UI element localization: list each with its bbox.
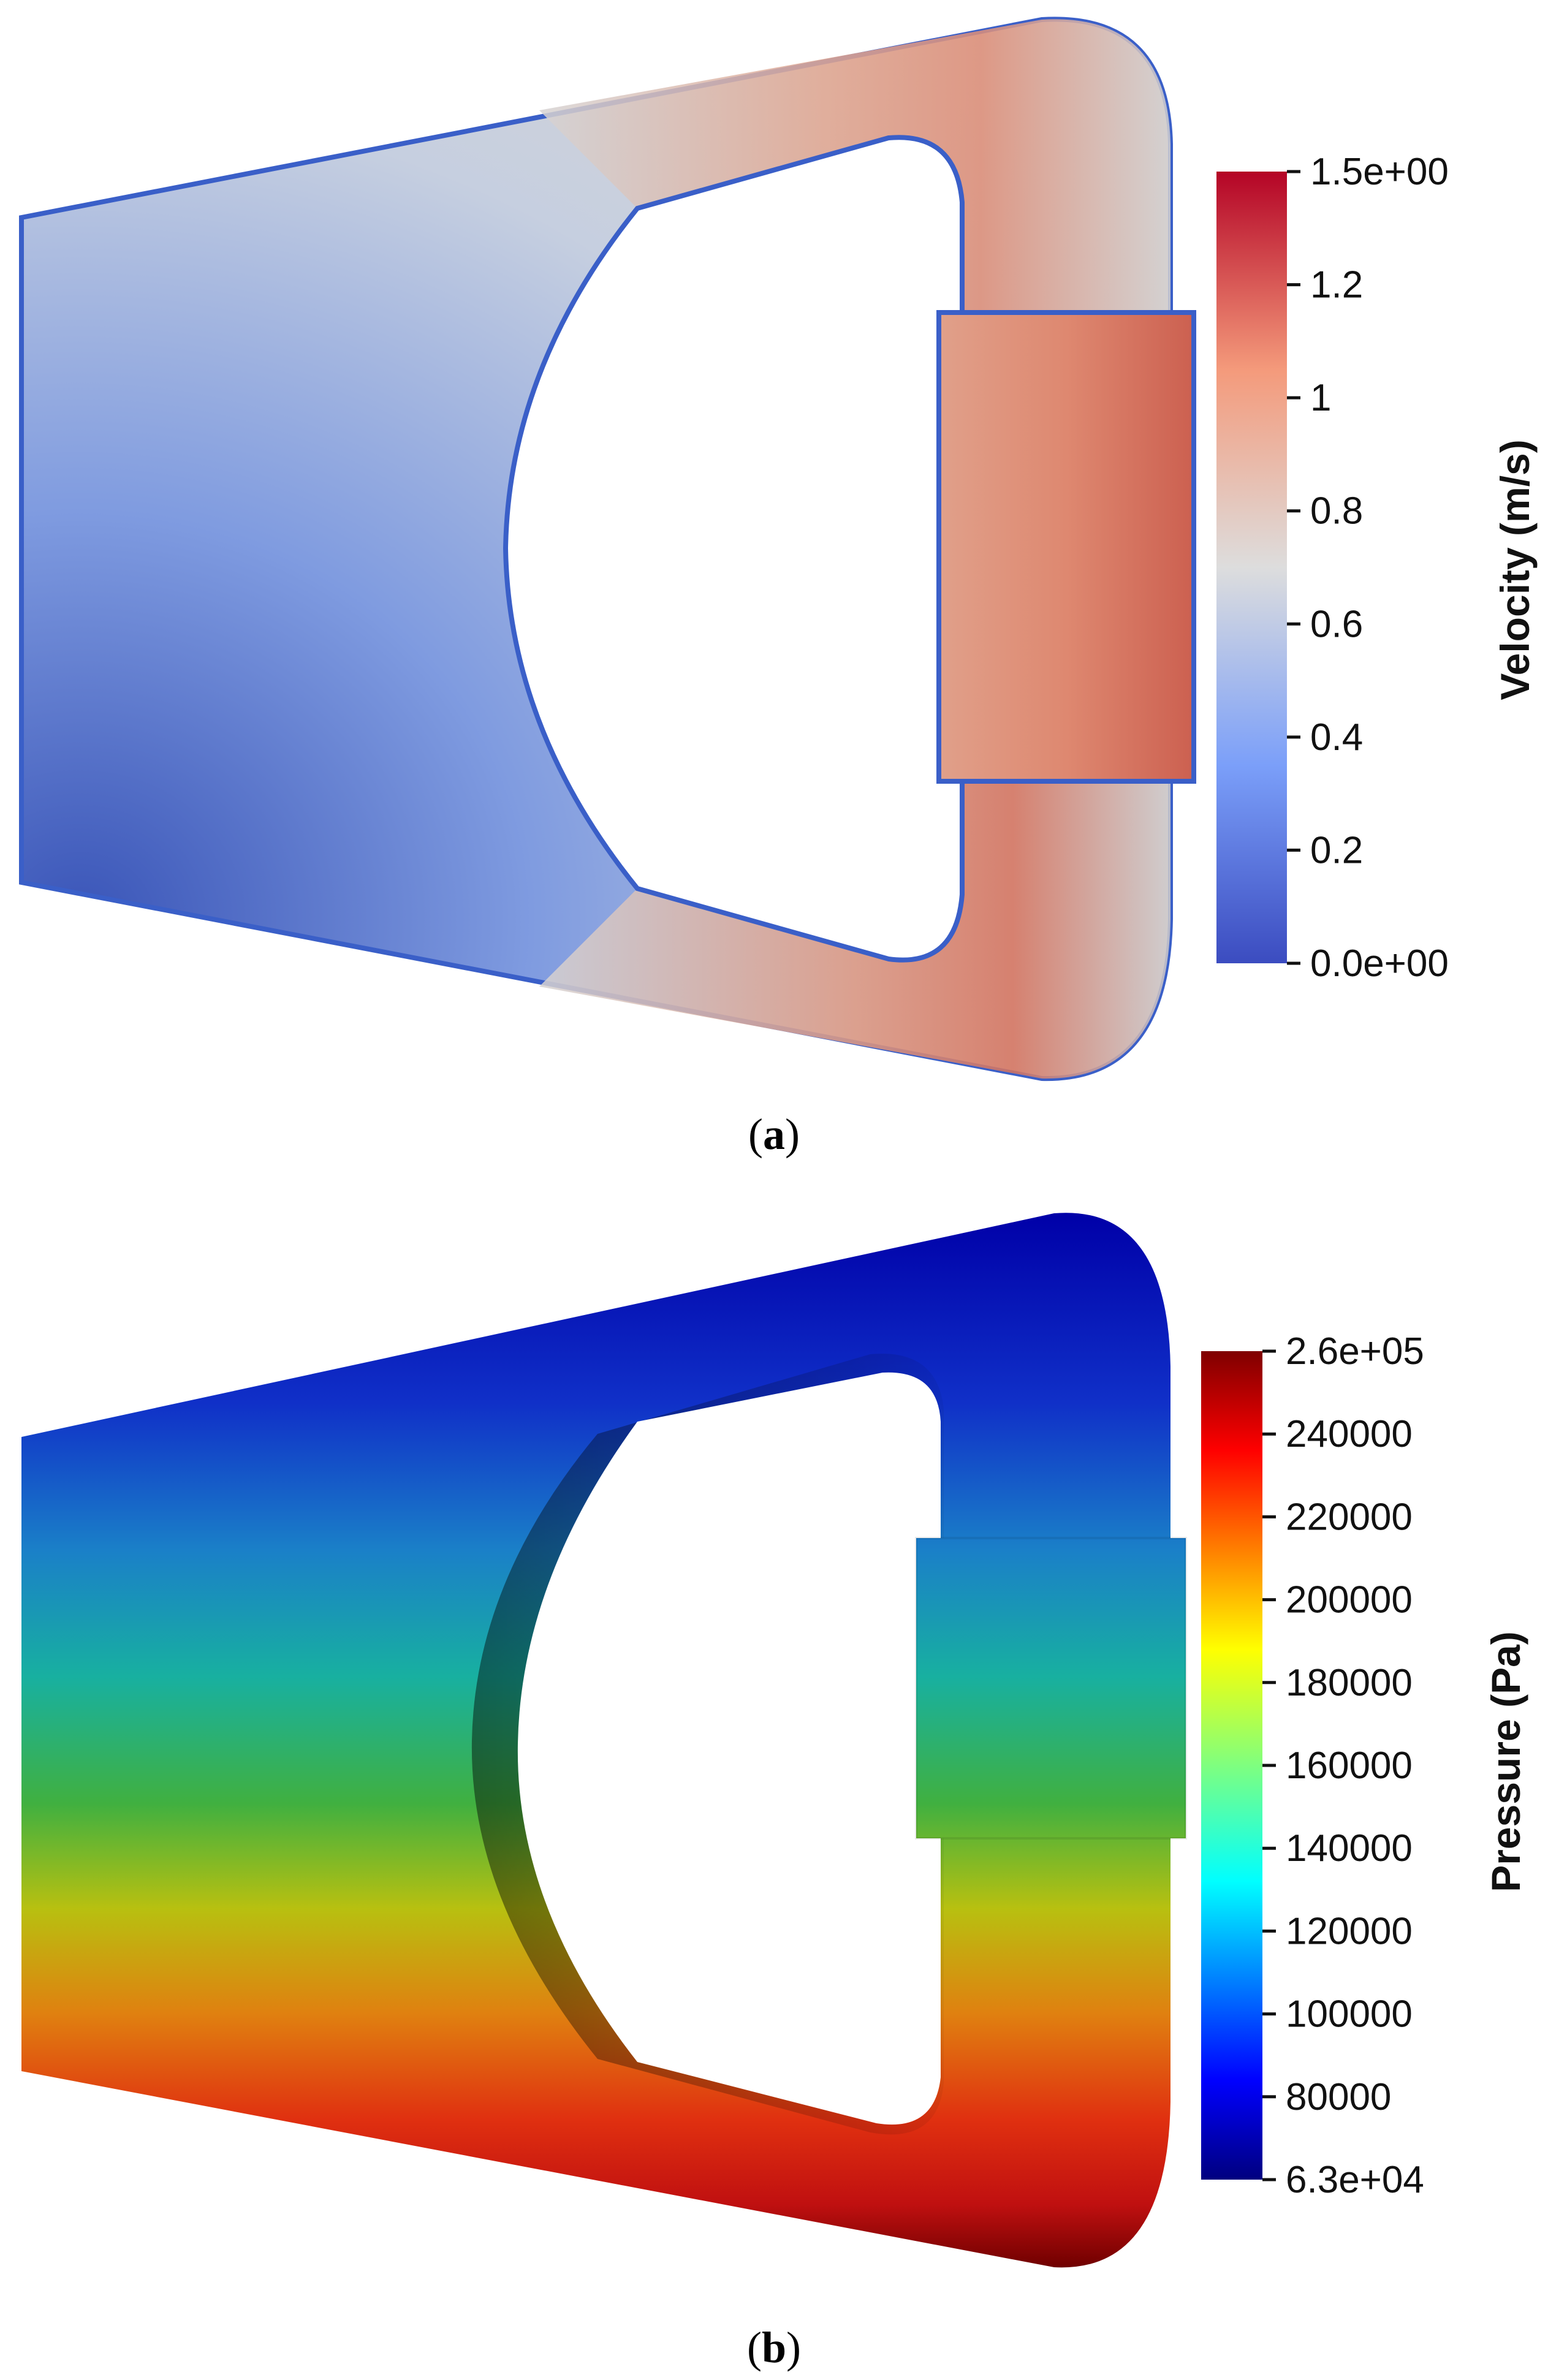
velocity-colorbar-ramp [1216, 172, 1287, 963]
caption-b: (b) [746, 2323, 801, 2372]
pressure-colorbar-ramp [1201, 1351, 1262, 2180]
velocity-tick-label: 1 [1310, 377, 1331, 419]
velocity-tick-label: 0.0e+00 [1310, 942, 1449, 985]
velocity-lower-arm [539, 781, 1170, 1079]
pressure-colorbar-title: Pressure (Pa) [1483, 1631, 1528, 1892]
velocity-cutout [503, 135, 965, 963]
pressure-colorbar: 2.6e+05 240000 220000 200000 180000 160000 140… [1201, 1330, 1528, 2201]
pressure-tick-label: 120000 [1286, 1910, 1413, 1952]
pressure-throat-edge [915, 1537, 1187, 1840]
velocity-tick-label: 0.8 [1310, 490, 1363, 532]
velocity-tick-label: 0.2 [1310, 829, 1363, 871]
velocity-tick-label: 0.4 [1310, 716, 1363, 759]
pressure-tick-label: 80000 [1286, 2076, 1391, 2118]
velocity-upper-arm [539, 19, 1170, 313]
velocity-tick-label: 1.2 [1310, 264, 1363, 306]
velocity-colorbar-title: Velocity (m/s) [1492, 439, 1538, 700]
pressure-cutout [517, 1372, 941, 2125]
pressure-tick-label: 6.3e+04 [1286, 2159, 1424, 2201]
pressure-tick-label: 160000 [1286, 1745, 1413, 1787]
pressure-tick-label: 100000 [1286, 1993, 1413, 2036]
panel-a-velocity: 1.5e+00 1.2 1 0.8 0.6 0.4 0.2 0.0e+00 Velocity … [0, 0, 1548, 1164]
velocity-plot: 1.5e+00 1.2 1 0.8 0.6 0.4 0.2 0.0e+00 Velocity … [19, 17, 1538, 1082]
pressure-tick-label: 2.6e+05 [1286, 1330, 1424, 1373]
pressure-plot: 2.6e+05 240000 220000 200000 180000 160000 140… [21, 1213, 1528, 2268]
velocity-colorbar: 1.5e+00 1.2 1 0.8 0.6 0.4 0.2 0.0e+00 Velocity … [1216, 151, 1538, 985]
velocity-tick-label: 0.6 [1310, 603, 1363, 645]
pressure-tick-label: 240000 [1286, 1413, 1413, 1455]
pressure-tick-label: 180000 [1286, 1662, 1413, 1704]
pressure-tick-label: 140000 [1286, 1827, 1413, 1870]
caption-a: (a) [748, 1110, 800, 1159]
velocity-throat-region [939, 313, 1194, 781]
velocity-tick-label: 1.5e+00 [1310, 151, 1449, 193]
panel-b-pressure: 2.6e+05 240000 220000 200000 180000 160000 140… [0, 1189, 1548, 2380]
pressure-tick-label: 200000 [1286, 1579, 1413, 1621]
pressure-tick-label: 220000 [1286, 1496, 1413, 1538]
